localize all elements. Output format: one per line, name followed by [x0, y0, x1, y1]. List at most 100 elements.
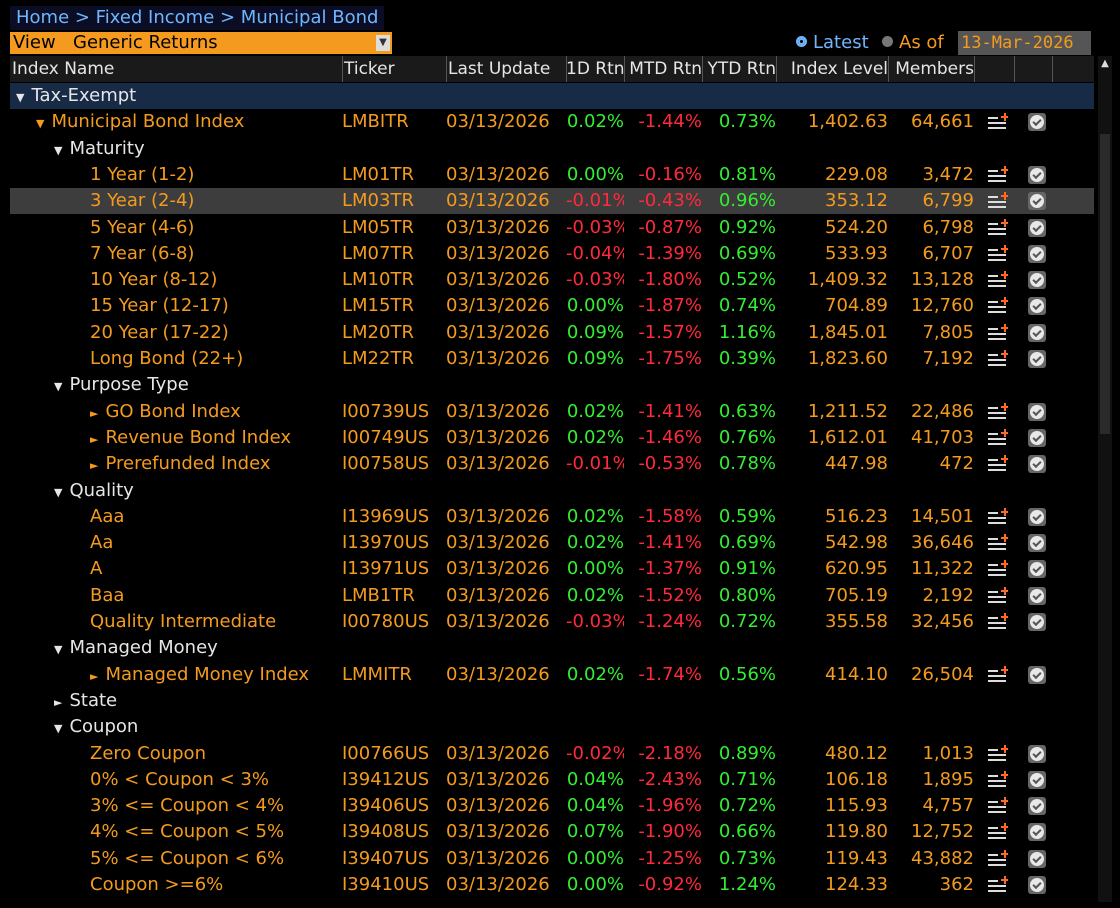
scroll-up-icon[interactable]: ▲: [1101, 58, 1109, 69]
ticker-cell[interactable]: LMB1TR: [342, 584, 415, 606]
add-to-list-button[interactable]: [976, 609, 1014, 635]
table-row[interactable]: Aa I13970US 03/13/2026 0.02% -1.41% 0.69% 542.…: [10, 530, 1094, 556]
index-name-cell[interactable]: ▼ Purpose Type: [10, 372, 384, 398]
index-name-cell[interactable]: 0% < Coupon < 3%: [10, 767, 420, 793]
ticker-cell[interactable]: LM07TR: [342, 242, 414, 264]
index-name-cell[interactable]: Quality Intermediate: [10, 609, 420, 635]
collapse-triangle-icon[interactable]: ▼: [54, 722, 63, 736]
table-row[interactable]: Long Bond (22+) LM22TR 03/13/2026 0.09% -1.7…: [10, 346, 1094, 372]
chart-button[interactable]: [1014, 293, 1052, 319]
ticker-cell[interactable]: LM20TR: [342, 321, 414, 343]
add-to-list-button[interactable]: [976, 662, 1014, 688]
ticker-cell[interactable]: I00766US: [342, 742, 430, 764]
table-row[interactable]: 3% <= Coupon < 4% I39406US 03/13/2026 0.04%…: [10, 793, 1094, 819]
expand-triangle-icon[interactable]: ►: [90, 432, 99, 446]
ticker-cell[interactable]: LM01TR: [342, 163, 414, 185]
collapse-triangle-icon[interactable]: ▼: [54, 143, 63, 157]
col-header-index-level[interactable]: Index Level: [778, 56, 889, 82]
index-name-cell[interactable]: A: [10, 556, 420, 582]
table-row[interactable]: ► Prerefunded Index I00758US 03/13/2026 -0.0…: [10, 451, 1094, 477]
ticker-cell[interactable]: I13970US: [342, 532, 430, 554]
index-name-cell[interactable]: ► State: [10, 688, 384, 714]
index-name-cell[interactable]: ▼ Municipal Bond Index: [10, 109, 366, 135]
add-to-list-button[interactable]: [976, 741, 1014, 767]
add-to-list-button[interactable]: [976, 583, 1014, 609]
index-name-cell[interactable]: 5 Year (4-6): [10, 215, 420, 241]
add-to-list-button[interactable]: [976, 320, 1014, 346]
chevron-down-icon[interactable]: ▼: [376, 35, 390, 51]
table-row[interactable]: Zero Coupon I00766US 03/13/2026 -0.02% -2.18…: [10, 741, 1094, 767]
index-name-cell[interactable]: ▼ Tax-Exempt: [10, 83, 346, 109]
table-row[interactable]: ▼ Managed Money: [10, 635, 1094, 661]
table-row[interactable]: 1 Year (1-2) LM01TR 03/13/2026 0.00% -0.16% 0…: [10, 162, 1094, 188]
chart-button[interactable]: [1014, 846, 1052, 872]
index-name-cell[interactable]: ▼ Managed Money: [10, 635, 384, 661]
index-name-cell[interactable]: 10 Year (8-12): [10, 267, 420, 293]
add-to-list-button[interactable]: [976, 504, 1014, 530]
index-name-cell[interactable]: Long Bond (22+): [10, 346, 420, 372]
index-name-cell[interactable]: ► Managed Money Index: [10, 662, 420, 688]
collapse-triangle-icon[interactable]: ▼: [54, 485, 63, 499]
chart-button[interactable]: [1014, 793, 1052, 819]
table-row[interactable]: Aaa I13969US 03/13/2026 0.02% -1.58% 0.59% 516…: [10, 504, 1094, 530]
add-to-list-button[interactable]: [976, 109, 1014, 135]
ticker-cell[interactable]: I00739US: [342, 400, 430, 422]
index-name-cell[interactable]: 4% <= Coupon < 5%: [10, 819, 420, 845]
table-row[interactable]: 10 Year (8-12) LM10TR 03/13/2026 -0.03% -1.8…: [10, 267, 1094, 293]
add-to-list-button[interactable]: [976, 767, 1014, 793]
index-name-cell[interactable]: ▼ Maturity: [10, 136, 384, 162]
index-name-cell[interactable]: Zero Coupon: [10, 741, 420, 767]
index-name-cell[interactable]: 15 Year (12-17): [10, 293, 420, 319]
table-row[interactable]: ▼ Tax-Exempt: [10, 83, 1094, 109]
index-name-cell[interactable]: Baa: [10, 583, 420, 609]
add-to-list-button[interactable]: [976, 241, 1014, 267]
table-row[interactable]: Baa LMB1TR 03/13/2026 0.02% -1.52% 0.80% 705.1…: [10, 583, 1094, 609]
chart-button[interactable]: [1014, 583, 1052, 609]
add-to-list-button[interactable]: [976, 556, 1014, 582]
table-row[interactable]: 0% < Coupon < 3% I39412US 03/13/2026 0.04% -…: [10, 767, 1094, 793]
ticker-cell[interactable]: LM05TR: [342, 216, 414, 238]
chart-button[interactable]: [1014, 767, 1052, 793]
index-name-cell[interactable]: ▼ Coupon: [10, 714, 384, 740]
ticker-cell[interactable]: LM15TR: [342, 295, 414, 317]
table-row[interactable]: 20 Year (17-22) LM20TR 03/13/2026 0.09% -1.5…: [10, 320, 1094, 346]
chart-button[interactable]: [1014, 109, 1052, 135]
ticker-cell[interactable]: I39407US: [342, 847, 430, 869]
asof-date-field[interactable]: 13-Mar-2026: [958, 31, 1091, 55]
table-row[interactable]: ▼ Municipal Bond Index LMBITR 03/13/2026 0.0…: [10, 109, 1094, 135]
chart-button[interactable]: [1014, 819, 1052, 845]
col-header-mtd-rtn[interactable]: MTD Rtn: [626, 56, 703, 82]
index-name-cell[interactable]: 3% <= Coupon < 4%: [10, 793, 420, 819]
index-name-cell[interactable]: Aaa: [10, 504, 420, 530]
chart-button[interactable]: [1014, 451, 1052, 477]
vertical-scrollbar[interactable]: ▲: [1098, 56, 1112, 902]
ticker-cell[interactable]: LM10TR: [342, 269, 414, 291]
index-name-cell[interactable]: 7 Year (6-8): [10, 241, 420, 267]
collapse-triangle-icon[interactable]: ▼: [54, 643, 63, 657]
table-row[interactable]: 3 Year (2-4) LM03TR 03/13/2026 -0.01% -0.43%…: [10, 188, 1094, 215]
col-header-1d-rtn[interactable]: 1D Rtn: [566, 56, 625, 82]
add-to-list-button[interactable]: [976, 346, 1014, 372]
ticker-cell[interactable]: I00749US: [342, 426, 430, 448]
table-row[interactable]: 5% <= Coupon < 6% I39407US 03/13/2026 0.00%…: [10, 846, 1094, 872]
index-name-cell[interactable]: ► Prerefunded Index: [10, 451, 420, 477]
table-row[interactable]: ► Managed Money Index LMMITR 03/13/2026 0.02…: [10, 662, 1094, 688]
expand-triangle-icon[interactable]: ►: [90, 669, 99, 683]
add-to-list-button[interactable]: [976, 846, 1014, 872]
table-row[interactable]: Quality Intermediate I00780US 03/13/2026 -0…: [10, 609, 1094, 635]
table-row[interactable]: A I13971US 03/13/2026 0.00% -1.37% 0.91% 620.9…: [10, 556, 1094, 582]
chart-button[interactable]: [1014, 215, 1052, 241]
chart-button[interactable]: [1014, 741, 1052, 767]
index-name-cell[interactable]: 20 Year (17-22): [10, 320, 420, 346]
table-row[interactable]: 5 Year (4-6) LM05TR 03/13/2026 -0.03% -0.87%…: [10, 215, 1094, 241]
add-to-list-button[interactable]: [976, 793, 1014, 819]
col-header-ticker[interactable]: Ticker: [342, 56, 447, 82]
table-row[interactable]: ▼ Coupon: [10, 714, 1094, 740]
chart-button[interactable]: [1014, 556, 1052, 582]
collapse-triangle-icon[interactable]: ▼: [36, 117, 45, 131]
expand-triangle-icon[interactable]: ►: [90, 459, 99, 473]
col-header-members[interactable]: Members: [890, 56, 975, 82]
ticker-cell[interactable]: LM03TR: [342, 190, 414, 212]
index-name-cell[interactable]: 1 Year (1-2): [10, 162, 420, 188]
ticker-cell[interactable]: LMBITR: [342, 111, 409, 133]
